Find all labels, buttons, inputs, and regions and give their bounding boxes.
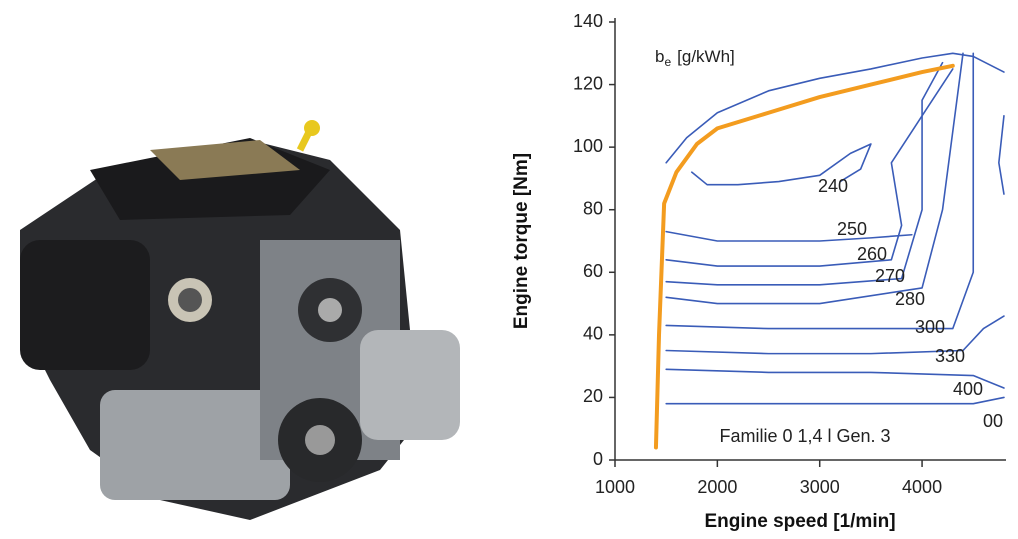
x-tick-label: 1000 — [595, 477, 635, 497]
contour-line — [665, 368, 1005, 389]
contour-line — [665, 61, 944, 286]
y-tick-label: 80 — [583, 198, 603, 218]
contour-label: 280 — [895, 289, 925, 309]
y-tick-label: 20 — [583, 386, 603, 406]
y-axis-label: Engine torque [Nm] — [511, 153, 532, 329]
contour-line — [665, 52, 1005, 164]
y-tick-label: 140 — [573, 11, 603, 31]
operating-line — [653, 63, 955, 450]
y-tick-label: 0 — [593, 449, 603, 469]
contour-line — [665, 68, 954, 267]
contour-label: 00 — [983, 411, 1003, 431]
contour-line — [998, 115, 1005, 195]
y-tick-label: 120 — [573, 73, 603, 93]
y-tick-label: 100 — [573, 136, 603, 156]
z-label: be [g/kWh] — [655, 47, 735, 69]
contour-label: 260 — [857, 244, 887, 264]
contour-label: 250 — [837, 219, 867, 239]
annotation: Familie 0 1,4 l Gen. 3 — [719, 426, 890, 446]
contour-label: 330 — [935, 346, 965, 366]
x-tick-label: 3000 — [800, 477, 840, 497]
contour-line — [665, 315, 1005, 355]
y-tick-label: 40 — [583, 324, 603, 344]
contour-label: 270 — [875, 266, 905, 286]
contour-line — [665, 52, 964, 305]
z-subscript: e — [664, 55, 671, 69]
contour-label: 400 — [953, 379, 983, 399]
z-symbol: b — [655, 47, 664, 66]
contour-line — [665, 230, 913, 242]
engine-photo — [20, 120, 460, 520]
contour-label: 240 — [818, 176, 848, 196]
contour-label: 300 — [915, 317, 945, 337]
contour-line — [665, 396, 1005, 405]
x-axis-label: Engine speed [1/min] — [704, 511, 895, 532]
y-tick-label: 60 — [583, 261, 603, 281]
x-tick-label: 2000 — [697, 477, 737, 497]
x-tick-label: 4000 — [902, 477, 942, 497]
contour-line — [690, 143, 872, 186]
contour-line — [665, 52, 975, 330]
z-unit: [g/kWh] — [677, 47, 735, 66]
